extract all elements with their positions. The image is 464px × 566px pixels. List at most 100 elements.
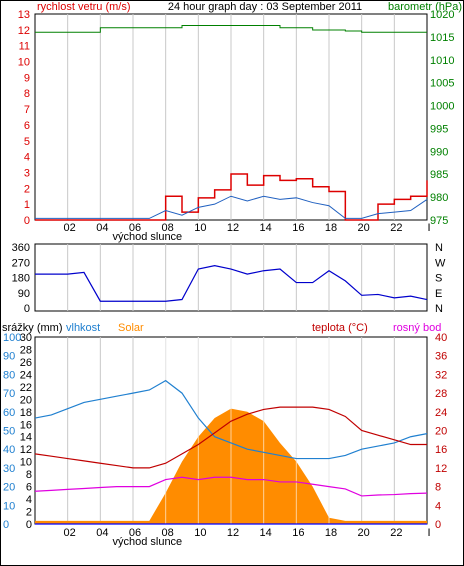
rain-tick-label: 18 [20,407,32,419]
humidity-tick-label: 0 [3,519,9,531]
x-tick-label: 10 [194,222,206,234]
wind-direction-line [35,265,428,302]
temperature-tick-label: 28 [435,388,447,400]
x-tick-label: 04 [96,222,108,234]
rain-tick-label: 12 [20,444,32,456]
direction-tick-label: 270 [12,257,30,269]
x-tick-label: 18 [325,222,337,234]
x-tick-label: I [427,222,430,234]
rain-tick-label: 24 [20,369,32,381]
rain-tick-label: 8 [26,469,32,481]
solar-legend: Solar [118,322,144,334]
temperature-tick-label: 16 [435,444,447,456]
rain-tick-label: 22 [20,382,32,394]
temperature-tick-label: 0 [435,519,441,531]
temperature-line [34,406,427,469]
x-tick-label: 04 [96,527,108,539]
wind-tick-label: 11 [19,41,30,53]
humidity-tick-label: 80 [3,369,15,381]
rain-tick-label: 20 [20,394,32,406]
x-tick-label: 20 [358,527,370,539]
x-tick-label: 02 [64,527,76,539]
humidity-tick-label: 100 [3,332,21,344]
humidity-tick-label: 70 [3,388,15,400]
wind-axis-title: rychlost vetru (m/s) [37,1,131,13]
humidity-tick-label: 40 [3,444,15,456]
wind-speed-line [35,173,428,221]
humidity-line [34,379,428,460]
humidity-tick-label: 60 [3,407,15,419]
direction-tick-label: 0 [24,303,30,315]
x-tick-label: 16 [292,527,304,539]
direction-tick-label: 90 [18,288,30,300]
dew-point-legend: rosný bod [393,322,441,334]
x-tick-label: 10 [194,527,206,539]
x-tick-label: 12 [227,222,239,234]
compass-tick-label: E [435,288,442,300]
x-tick-label: 16 [292,222,304,234]
dew-point-line [34,476,428,497]
x-tick-label: 20 [358,222,370,234]
humidity-tick-label: 30 [3,463,15,475]
rain-axis-title: srážky (mm) [2,322,63,334]
temperature-tick-label: 20 [435,426,447,438]
barometer-line [35,24,427,33]
rain-tick-label: 28 [20,344,32,356]
temperature-tick-label: 4 [435,500,441,512]
wind-tick-label: 13 [18,9,30,21]
baro-tick-label: 980 [430,192,448,204]
rain-tick-label: 10 [20,457,32,469]
wind-tick-label: 10 [18,57,30,69]
rain-tick-label: 2 [26,507,32,519]
compass-tick-label: W [435,257,446,269]
wind-tick-label: 9 [24,72,30,84]
rain-tick-label: 30 [20,332,32,344]
x-tick-label: 06 [129,222,141,234]
x-tick-label: 22 [390,222,402,234]
humidity-tick-label: 10 [3,500,15,512]
baro-tick-label: 1005 [430,78,454,90]
humidity-tick-label: 50 [3,426,15,438]
temperature-legend: teplota (°C) [312,322,368,334]
direction-tick-label: 360 [12,242,30,254]
baro-tick-label: 975 [430,215,448,227]
baro-tick-label: 990 [430,146,448,158]
wind-tick-label: 1 [24,199,30,211]
wind-tick-label: 12 [18,25,30,37]
baro-tick-label: 1000 [430,101,454,113]
baro-tick-label: 995 [430,123,448,135]
x-tick-label: 18 [325,527,337,539]
baro-axis-title: barometr (hPa) [388,1,462,13]
wind-tick-label: 7 [24,104,30,116]
x-tick-label: 02 [64,222,76,234]
direction-tick-label: 180 [12,273,30,285]
compass-tick-label: S [435,273,442,285]
wind-tick-label: 0 [24,215,30,227]
sunrise-label: východ slunce [112,536,182,548]
baro-tick-label: 985 [430,169,448,181]
baro-tick-label: 1010 [430,55,454,67]
wind-tick-label: 2 [24,183,30,195]
temperature-tick-label: 36 [435,351,447,363]
temperature-tick-label: 12 [435,463,447,475]
rain-tick-label: 4 [26,494,32,506]
rain-tick-label: 14 [20,432,32,444]
sunrise-label: východ slunce [112,231,182,243]
rain-tick-label: 0 [26,519,32,531]
x-tick-label: 06 [129,527,141,539]
temperature-tick-label: 8 [435,482,441,494]
temperature-tick-label: 24 [435,407,447,419]
x-tick-label: 14 [260,222,272,234]
temperature-tick-label: 40 [435,332,447,344]
temperature-tick-label: 32 [435,369,447,381]
rain-tick-label: 26 [20,357,32,369]
wind-tick-label: 3 [24,167,30,179]
x-tick-label: 22 [390,527,402,539]
x-tick-label: 08 [162,527,174,539]
rain-tick-label: 6 [26,482,32,494]
wind-tick-label: 4 [24,152,30,164]
wind-tick-label: 8 [24,88,30,100]
humidity-tick-label: 20 [3,482,15,494]
baro-tick-label: 1020 [430,9,454,21]
